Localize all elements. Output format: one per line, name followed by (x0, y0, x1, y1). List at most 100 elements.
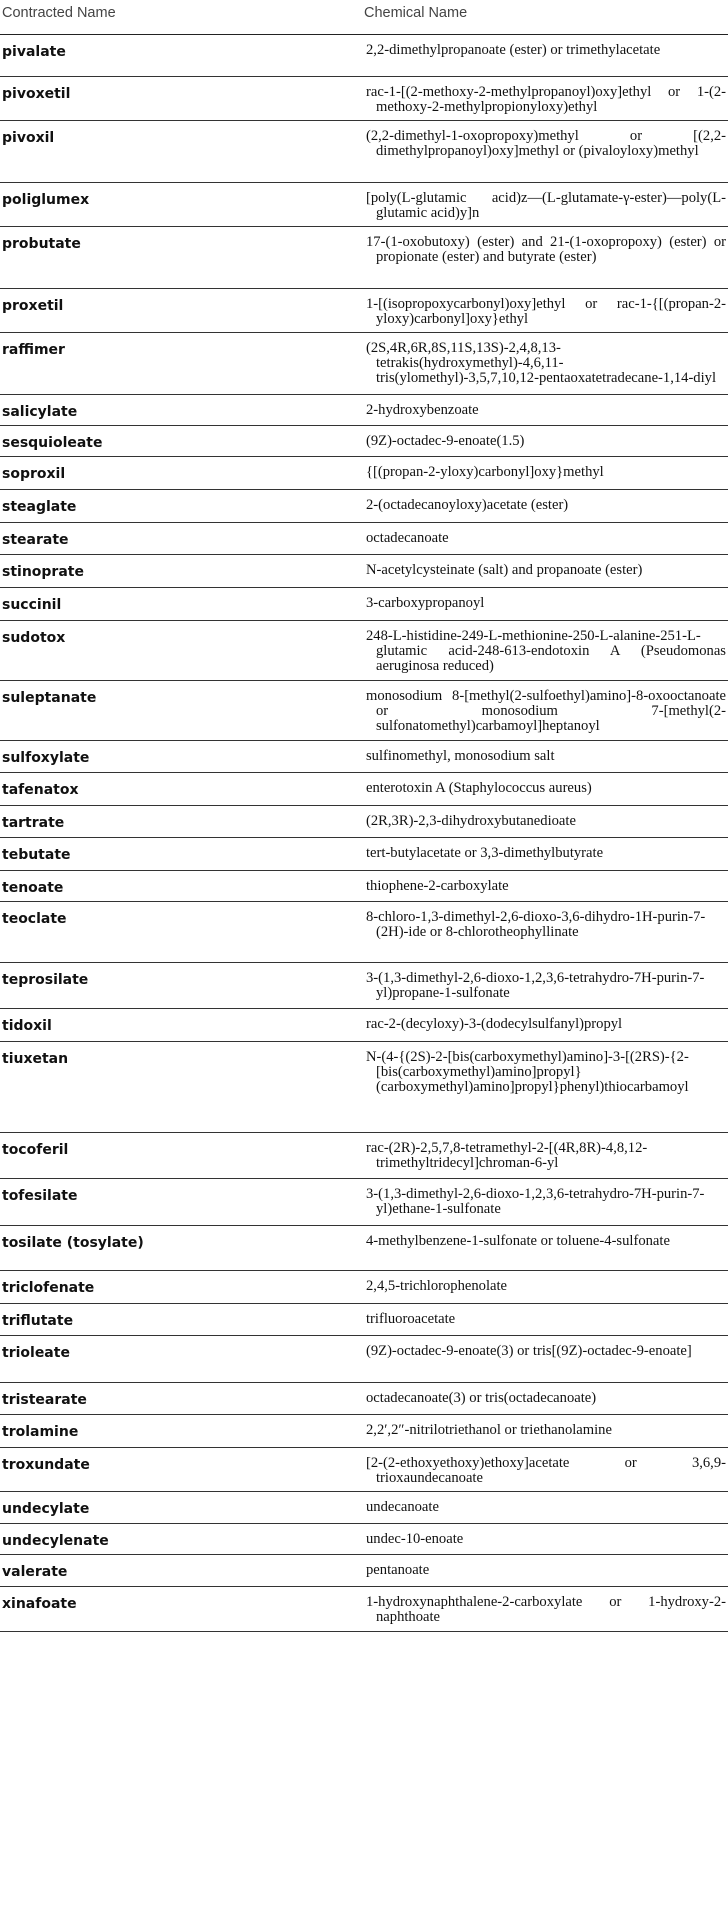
table-row: proxetil 1-[(isopropoxycarbonyl)oxy]ethyl… (0, 289, 728, 333)
contracted-name: stearate (2, 532, 69, 548)
contracted-name: pivoxetil (2, 86, 71, 102)
table-row: tofesilate 3-(1,3-dimethyl-2,6-dioxo-1,2,… (0, 1179, 728, 1226)
contracted-name: troxundate (2, 1457, 90, 1473)
contracted-name: poliglumex (2, 192, 90, 208)
table-row: tocoferil rac-(2R)-2,5,7,8-tetramethyl-2-… (0, 1133, 728, 1179)
contracted-name: tiuxetan (2, 1051, 69, 1067)
table-row: pivalate 2,2-dimethylpropanoate (ester) o… (0, 35, 728, 77)
contracted-name: undecylenate (2, 1533, 109, 1549)
table-row: tartrate (2R,3R)-2,3-dihydroxybutanedioat… (0, 806, 728, 838)
contracted-name: trioleate (2, 1345, 70, 1361)
table-row: tristearate octadecanoate(3) or tris(octa… (0, 1383, 728, 1415)
chemical-name: tert-butylacetate or 3,3-dimethylbutyrat… (366, 845, 604, 861)
contracted-name: xinafoate (2, 1596, 77, 1612)
table-row: xinafoate 1-hydroxynaphthalene-2-carboxyl… (0, 1587, 728, 1632)
chemical-name: (9Z)-octadec-9-enoate(1.5) (366, 433, 525, 449)
chemical-name: (2S,4R,6R,8S,11S,13S)-2,4,8,13-tetrakis(… (366, 340, 717, 386)
contracted-name: tenoate (2, 880, 64, 896)
table-body: pivalate 2,2-dimethylpropanoate (ester) o… (0, 35, 728, 1632)
chemical-name: 248-L-histidine-249-L-methionine-250-L-a… (366, 628, 726, 674)
table-row: succinil 3-carboxypropanoyl (0, 588, 728, 621)
table-row: soproxil {[(propan-2-yloxy)carbonyl]oxy}m… (0, 457, 728, 490)
table-row: pivoxil (2,2-dimethyl-1-oxopropoxy)methyl… (0, 121, 728, 183)
table-row: tebutate tert-butylacetate or 3,3-dimethy… (0, 838, 728, 871)
contracted-name: sudotox (2, 630, 66, 646)
contracted-name: tebutate (2, 847, 71, 863)
contracted-name: succinil (2, 597, 62, 613)
contracted-name: triflutate (2, 1313, 74, 1329)
table-row: sulfoxylate sulfinomethyl, monosodium sal… (0, 741, 728, 773)
contracted-name: tristearate (2, 1392, 87, 1408)
table-row: trolamine 2,2′,2″-nitrilotriethanol or tr… (0, 1415, 728, 1448)
chemical-name: 4-methylbenzene-1-sulfonate or toluene-4… (366, 1233, 670, 1249)
contracted-name: tocoferil (2, 1142, 69, 1158)
contracted-name: stinoprate (2, 564, 84, 580)
chemical-name: rac-(2R)-2,5,7,8-tetramethyl-2-[(4R,8R)-… (366, 1140, 648, 1171)
table-row: tiuxetan N-(4-{(2S)-2-[bis(carboxymethyl)… (0, 1042, 728, 1133)
table-row: tafenatox enterotoxin A (Staphylococcus a… (0, 773, 728, 806)
contracted-name: trolamine (2, 1424, 79, 1440)
table-row: trioleate (9Z)-octadec-9-enoate(3) or tri… (0, 1336, 728, 1383)
chemical-name: undec-10-enoate (366, 1531, 464, 1547)
chemical-name: monosodium 8-[methyl(2-sulfoethyl)amino]… (366, 688, 726, 734)
chemical-name: 8-chloro-1,3-dimethyl-2,6-dioxo-3,6-dihy… (366, 909, 706, 940)
table-row: triclofenate 2,4,5-trichlorophenolate (0, 1271, 728, 1304)
chemical-name: [2-(2-ethoxyethoxy)ethoxy]acetate or 3,6… (366, 1455, 726, 1486)
chemical-name: undecanoate (366, 1499, 439, 1515)
table-row: stearate octadecanoate (0, 523, 728, 555)
contracted-name: sesquioleate (2, 435, 103, 451)
contracted-name: probutate (2, 236, 81, 252)
contracted-name: teoclate (2, 911, 67, 927)
chemical-name: sulfinomethyl, monosodium salt (366, 748, 555, 764)
contracted-name: salicylate (2, 404, 78, 420)
chemical-name: {[(propan-2-yloxy)carbonyl]oxy}methyl (366, 464, 604, 480)
table-row: raffimer (2S,4R,6R,8S,11S,13S)-2,4,8,13-t… (0, 333, 728, 395)
chemical-name: 2-hydroxybenzoate (366, 402, 479, 418)
contracted-name: teprosilate (2, 972, 89, 988)
chemical-name: 17-(1-oxobutoxy) (ester) and 21-(1-oxopr… (366, 234, 726, 265)
chemical-name: N-acetylcysteinate (salt) and propanoate… (366, 562, 643, 578)
chemical-name: N-(4-{(2S)-2-[bis(carboxymethyl)amino]-3… (366, 1049, 689, 1095)
contracted-name: tafenatox (2, 782, 79, 798)
table-row: teoclate 8-chloro-1,3-dimethyl-2,6-dioxo-… (0, 902, 728, 963)
table-row: tenoate thiophene-2-carboxylate (0, 871, 728, 902)
contracted-name: triclofenate (2, 1280, 95, 1296)
chemical-name: (2R,3R)-2,3-dihydroxybutanedioate (366, 813, 576, 829)
chemical-name: 2,2′,2″-nitrilotriethanol or triethanola… (366, 1422, 612, 1438)
chemical-name: trifluoroacetate (366, 1311, 456, 1327)
contracted-name: tidoxil (2, 1018, 52, 1034)
contracted-name: proxetil (2, 298, 64, 314)
table-row: suleptanate monosodium 8-[methyl(2-sulfoe… (0, 681, 728, 741)
table-row: probutate 17-(1-oxobutoxy) (ester) and 21… (0, 227, 728, 289)
table-row: valerate pentanoate (0, 1555, 728, 1587)
contracted-name: soproxil (2, 466, 66, 482)
chemical-name: (9Z)-octadec-9-enoate(3) or tris[(9Z)-oc… (366, 1343, 692, 1359)
table-row: undecylate undecanoate (0, 1492, 728, 1524)
table-row: troxundate [2-(2-ethoxyethoxy)ethoxy]acet… (0, 1448, 728, 1492)
contracted-name: undecylate (2, 1501, 90, 1517)
table-row: sesquioleate (9Z)-octadec-9-enoate(1.5) (0, 426, 728, 457)
chemical-name: rac-1-[(2-methoxy-2-methylpropanoyl)oxy]… (366, 84, 726, 115)
table-row: teprosilate 3-(1,3-dimethyl-2,6-dioxo-1,2… (0, 963, 728, 1009)
table-header: Contracted Name Chemical Name (0, 0, 728, 35)
table-row: tidoxil rac-2-(decyloxy)-3-(dodecylsulfan… (0, 1009, 728, 1042)
chemical-name: 1-[(isopropoxycarbonyl)oxy]ethyl or rac-… (366, 296, 726, 327)
table-row: sudotox 248-L-histidine-249-L-methionine-… (0, 621, 728, 681)
chemical-name: 3-(1,3-dimethyl-2,6-dioxo-1,2,3,6-tetrah… (366, 1186, 705, 1217)
header-contracted-name: Contracted Name (2, 5, 116, 21)
contracted-name: pivalate (2, 44, 66, 60)
contracted-name: tofesilate (2, 1188, 78, 1204)
chemical-name: (2,2-dimethyl-1-oxopropoxy)methyl or [(2… (366, 128, 726, 159)
chemical-name: octadecanoate (366, 530, 449, 546)
table-row: poliglumex [poly(L-glutamic acid)z—(L-glu… (0, 183, 728, 227)
table-row: salicylate 2-hydroxybenzoate (0, 395, 728, 426)
chemical-name: thiophene-2-carboxylate (366, 878, 509, 894)
contracted-name: valerate (2, 1564, 68, 1580)
chemical-name: octadecanoate(3) or tris(octadecanoate) (366, 1390, 597, 1406)
header-chemical-name: Chemical Name (364, 5, 468, 21)
chemical-name: rac-2-(decyloxy)-3-(dodecylsulfanyl)prop… (366, 1016, 623, 1032)
table-row: undecylenate undec-10-enoate (0, 1524, 728, 1555)
chemical-name: pentanoate (366, 1562, 430, 1578)
chemical-name: 2,2-dimethylpropanoate (ester) or trimet… (366, 42, 661, 58)
